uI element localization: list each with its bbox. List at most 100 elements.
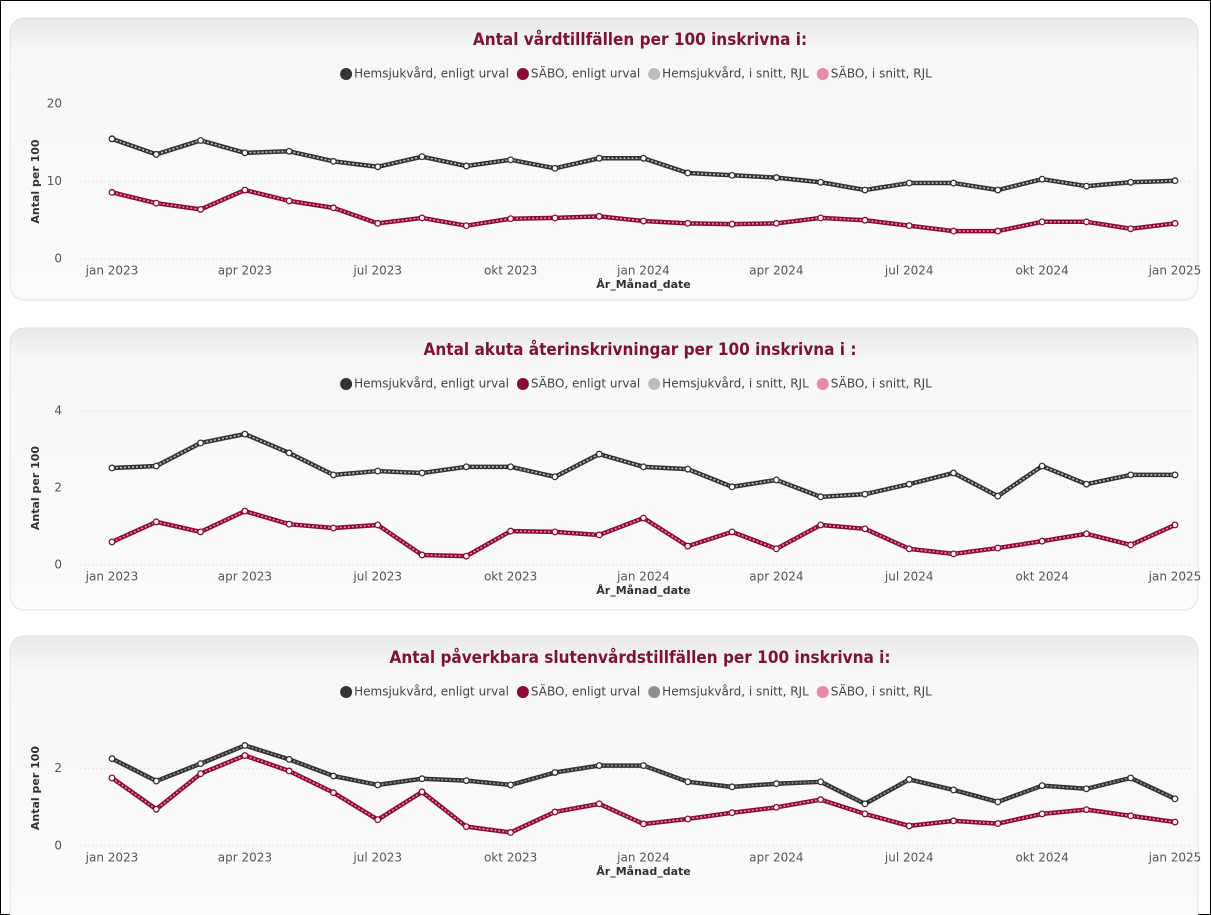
point-marker <box>1082 530 1090 538</box>
y-axis-title: Antal per 100 <box>29 139 42 224</box>
point-marker <box>772 476 780 484</box>
x-tick-label: okt 2023 <box>484 570 537 584</box>
point-marker <box>551 164 559 172</box>
point-marker <box>1082 785 1090 793</box>
point-marker <box>108 135 116 143</box>
point-marker <box>1038 218 1046 226</box>
x-tick-label: jan 2023 <box>85 264 139 278</box>
point-marker <box>861 810 869 818</box>
x-tick-label: okt 2024 <box>1015 570 1068 584</box>
point-marker <box>462 823 470 831</box>
x-tick-label: jan 2023 <box>85 570 139 584</box>
y-axis-title: Antal per 100 <box>29 746 42 831</box>
point-marker <box>595 154 603 162</box>
x-axis-title: År_Månad_date <box>596 278 690 291</box>
point-marker <box>817 778 825 786</box>
x-tick-label: jan 2024 <box>616 570 670 584</box>
point-marker <box>507 156 515 164</box>
x-axis-title: År_Månad_date <box>596 865 690 878</box>
x-tick-label: apr 2023 <box>218 851 272 865</box>
point-marker <box>551 769 559 776</box>
legend-marker <box>648 378 661 390</box>
x-tick-label: jan 2024 <box>616 264 670 278</box>
x-tick-label: jan 2025 <box>1148 851 1202 865</box>
point-marker <box>817 214 825 222</box>
legend-label: Hemsjukvård, i snitt, RJL <box>662 685 809 699</box>
legend-marker <box>516 68 529 80</box>
x-tick-label: jul 2024 <box>884 264 934 278</box>
point-marker <box>374 781 382 789</box>
point-marker <box>950 179 957 187</box>
point-marker <box>108 755 116 763</box>
panel <box>9 635 1199 915</box>
y-tick-label: 10 <box>47 174 62 188</box>
x-tick-label: jul 2024 <box>884 570 934 584</box>
point-marker <box>684 542 692 550</box>
legend-label: SÄBO, i snitt, RJL <box>831 684 932 699</box>
point-marker <box>551 808 559 816</box>
point-marker <box>418 775 426 783</box>
point-marker <box>861 216 869 224</box>
chart-title: Antal påverkbara slutenvårdstillfällen p… <box>390 646 891 668</box>
legend-marker <box>340 378 353 390</box>
legend-label: SÄBO, enligt urval <box>531 376 640 391</box>
point-marker <box>1127 471 1135 479</box>
point-marker <box>108 538 116 546</box>
point-marker <box>728 809 736 817</box>
legend: Hemsjukvård, enligt urval SÄBO, enligt ur… <box>340 684 932 699</box>
point-marker <box>507 463 515 471</box>
point-marker <box>241 186 249 194</box>
point-marker <box>950 469 957 477</box>
point-marker <box>595 531 603 539</box>
point-marker <box>950 550 957 558</box>
point-marker <box>950 817 957 825</box>
point-marker <box>728 171 736 179</box>
legend-marker <box>816 68 829 80</box>
point-marker <box>374 219 382 227</box>
point-marker <box>285 147 293 155</box>
point-marker <box>905 222 913 230</box>
point-marker <box>330 772 337 780</box>
y-tick-label: 0 <box>54 252 62 266</box>
point-marker <box>507 527 515 535</box>
point-marker <box>152 150 160 158</box>
point-marker <box>551 528 559 536</box>
point-marker <box>374 467 382 475</box>
point-marker <box>1127 178 1135 186</box>
legend-label: Hemsjukvård, enligt urval <box>354 67 509 81</box>
legend-label: Hemsjukvård, i snitt, RJL <box>662 377 809 391</box>
point-marker <box>285 197 293 205</box>
point-marker <box>285 767 293 775</box>
legend-marker <box>340 686 353 698</box>
legend-label: SÄBO, enligt urval <box>531 66 640 81</box>
point-marker <box>772 174 780 182</box>
point-marker <box>905 776 913 783</box>
point-marker <box>1127 812 1135 820</box>
point-marker <box>728 220 736 228</box>
point-marker <box>595 212 603 220</box>
point-marker <box>595 800 603 808</box>
x-tick-label: jul 2024 <box>884 851 934 865</box>
point-marker <box>551 473 559 481</box>
x-tick-label: jul 2023 <box>352 264 402 278</box>
y-tick-label: 0 <box>54 558 62 572</box>
x-tick-label: jan 2024 <box>616 851 670 865</box>
point-marker <box>1082 218 1090 226</box>
x-tick-label: apr 2024 <box>749 851 803 865</box>
x-tick-label: apr 2023 <box>218 570 272 584</box>
point-marker <box>1171 471 1179 479</box>
legend: Hemsjukvård, enligt urval SÄBO, enligt ur… <box>340 66 932 81</box>
point-marker <box>817 493 825 501</box>
point-marker <box>817 796 825 804</box>
point-marker <box>374 521 382 529</box>
point-marker <box>1171 521 1179 529</box>
point-marker <box>905 480 913 488</box>
x-tick-label: apr 2024 <box>749 570 803 584</box>
x-tick-label: okt 2023 <box>484 851 537 865</box>
point-marker <box>418 551 426 559</box>
point-marker <box>994 227 1002 235</box>
point-marker <box>728 528 736 536</box>
point-marker <box>950 786 957 794</box>
legend-marker <box>816 378 829 390</box>
point-marker <box>684 169 692 177</box>
